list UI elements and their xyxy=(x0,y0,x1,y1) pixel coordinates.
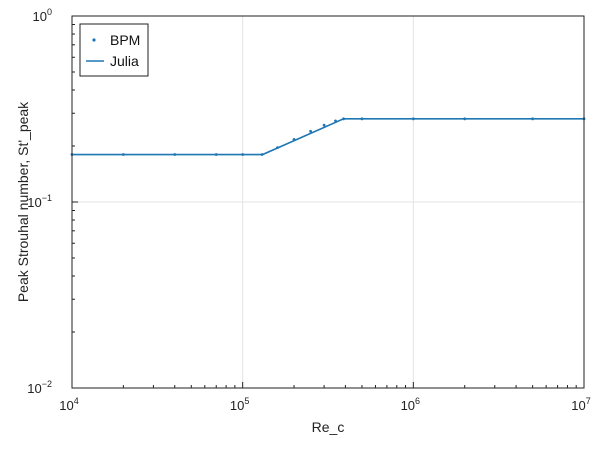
bpm-point xyxy=(276,146,279,150)
bpm-point xyxy=(292,138,296,141)
bpm-point xyxy=(463,117,467,121)
y-axis-label: Peak Strouhal number, St'_peak xyxy=(15,101,31,302)
bpm-point xyxy=(342,117,345,121)
bpm-point xyxy=(411,117,415,121)
bpm-point xyxy=(531,117,535,121)
bpm-point xyxy=(241,153,245,156)
bpm-point xyxy=(214,153,218,156)
bpm-point xyxy=(173,153,177,156)
bpm-point xyxy=(334,119,337,123)
legend-box xyxy=(79,23,149,77)
legend-label: BPM xyxy=(110,32,140,48)
bpm-point xyxy=(260,153,264,156)
x-axis-label: Re_c xyxy=(312,419,345,435)
legend-label: Julia xyxy=(110,53,139,69)
bpm-point xyxy=(309,129,312,133)
bpm-point xyxy=(360,117,364,121)
legend: BPM Julia xyxy=(79,23,149,77)
bpm-point xyxy=(322,123,326,127)
legend-marker-bpm xyxy=(92,38,96,42)
bpm-point xyxy=(121,153,125,156)
